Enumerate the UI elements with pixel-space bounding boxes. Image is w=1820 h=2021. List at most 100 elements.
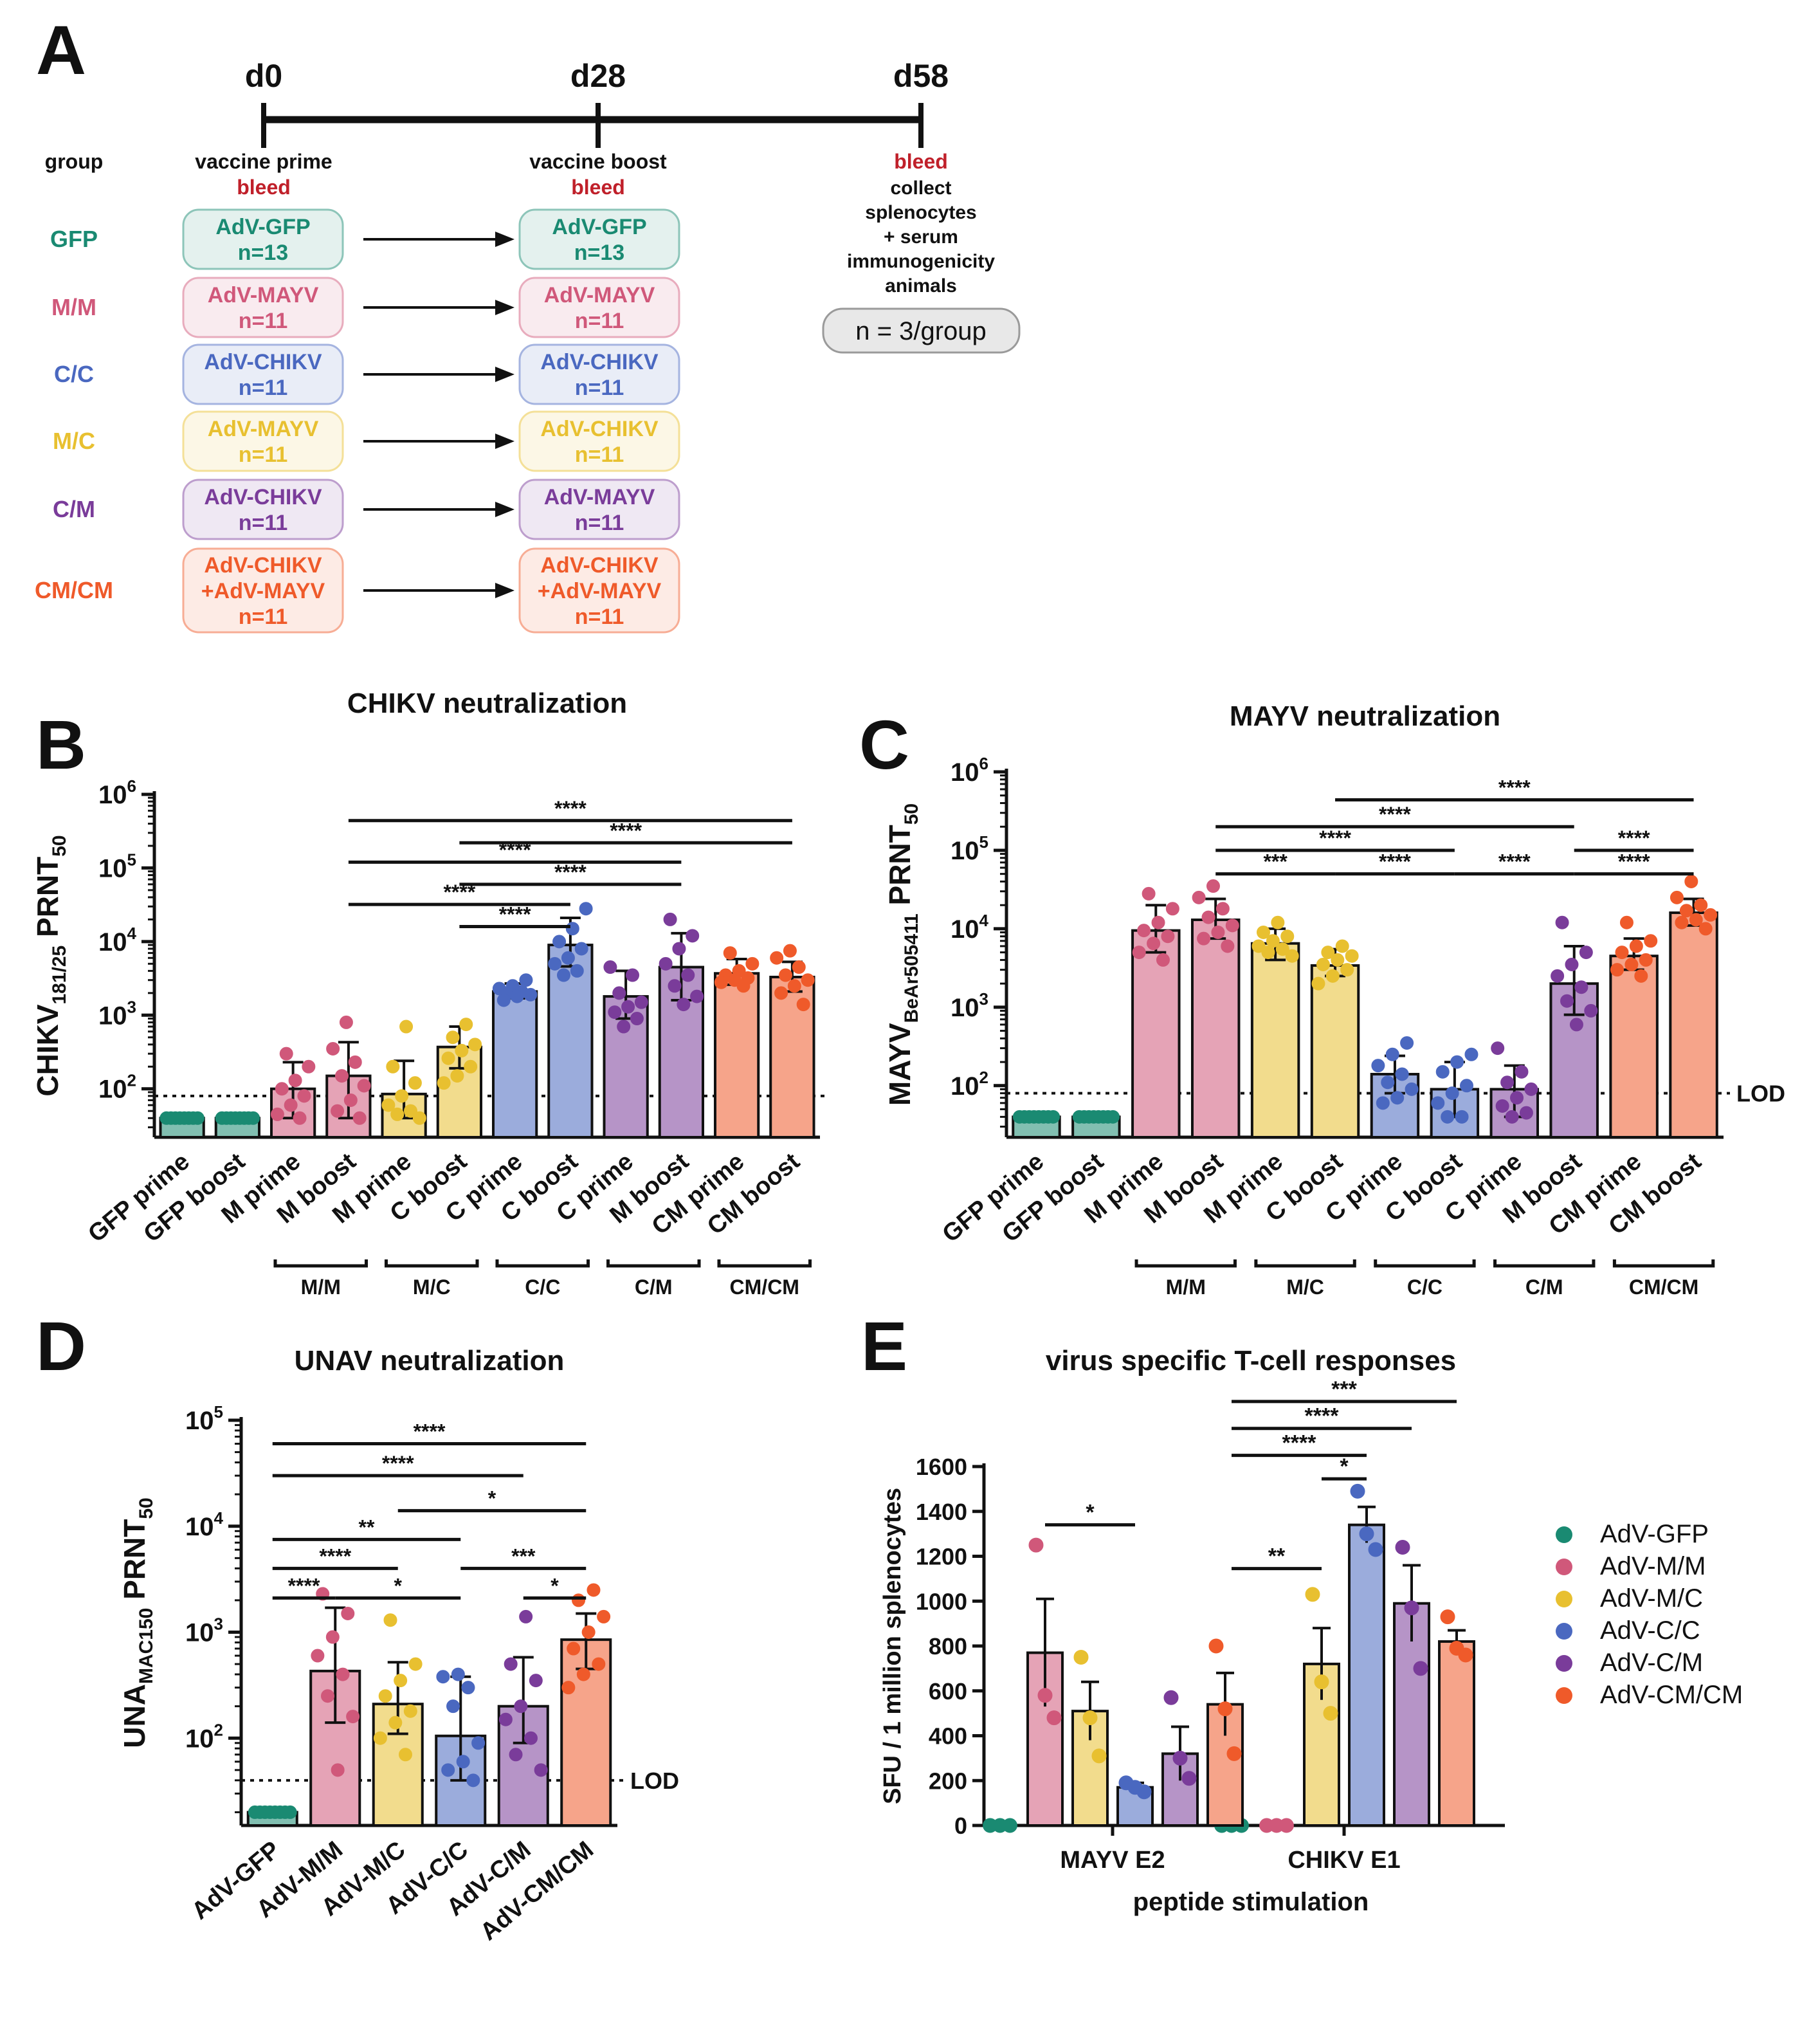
data-point — [1615, 946, 1629, 960]
group-bracket-label: CM/CM — [1629, 1276, 1698, 1299]
data-point — [1698, 922, 1713, 936]
data-point — [1574, 980, 1588, 994]
data-point — [1376, 1096, 1390, 1110]
data-point — [552, 935, 567, 949]
vaccine-box — [518, 479, 680, 540]
group-bracket-label: CM/CM — [730, 1276, 799, 1299]
data-point — [1569, 1018, 1583, 1032]
data-point — [1275, 942, 1289, 956]
y-tick-label: 106 — [951, 754, 988, 787]
group-bracket — [1254, 1259, 1356, 1268]
y-axis-label-tail-sub: 50 — [901, 803, 922, 825]
data-point — [352, 1111, 367, 1125]
y-tick-exponent: 3 — [979, 989, 988, 1009]
data-point — [437, 1076, 451, 1090]
significance-label: **** — [499, 903, 531, 926]
data-point — [1132, 946, 1146, 960]
significance-label: *** — [1331, 1377, 1357, 1402]
significance-label: **** — [1319, 827, 1351, 850]
y-tick-exponent: 4 — [214, 1508, 224, 1528]
legend-label: AdV-M/C — [1600, 1584, 1703, 1613]
data-point — [783, 944, 797, 958]
vaccine-box-text: AdV-MAYV — [544, 283, 655, 307]
data-point — [1524, 1082, 1538, 1096]
vaccine-box-text: AdV-CHIKV — [540, 350, 659, 374]
data-point — [514, 1699, 528, 1714]
data-point — [451, 1667, 465, 1681]
boost-label: vaccine boost — [529, 150, 667, 173]
bar — [1669, 911, 1718, 1139]
bar — [547, 944, 594, 1139]
data-point — [587, 1583, 601, 1597]
significance-label: **** — [414, 1420, 446, 1443]
y-tick-exponent: 2 — [127, 1071, 136, 1090]
data-point — [464, 1059, 478, 1074]
timepoint-label: d0 — [245, 58, 282, 94]
data-point — [459, 1018, 473, 1032]
data-point — [1280, 929, 1295, 944]
group-name: M/C — [53, 428, 95, 454]
significance-label: *** — [511, 1544, 536, 1568]
data-point — [1584, 1003, 1598, 1018]
data-point — [1675, 915, 1689, 929]
significance-label: **** — [319, 1544, 351, 1568]
data-point — [1073, 1649, 1089, 1665]
y-tick-label: 104 — [951, 911, 989, 944]
data-point — [1197, 931, 1211, 946]
vaccine-box-text: n=11 — [575, 443, 624, 467]
vaccine-box-text: n=11 — [239, 605, 288, 629]
vaccine-box-text: n=11 — [239, 443, 288, 467]
legend-marker — [1556, 1687, 1572, 1704]
y-tick-exponent: 6 — [979, 754, 988, 773]
data-point — [173, 1111, 187, 1125]
final-step-text: immunogenicity — [847, 251, 995, 272]
data-point — [774, 986, 788, 1000]
chart-title: MAYV neutralization — [1230, 700, 1500, 732]
y-tick-label: 1200 — [916, 1544, 967, 1570]
data-point — [1261, 946, 1275, 960]
legend-marker — [1556, 1526, 1572, 1543]
data-point — [1325, 969, 1340, 983]
data-point — [343, 1093, 358, 1107]
data-point — [523, 1731, 538, 1745]
group-bracket-label: M/M — [1166, 1276, 1206, 1299]
data-point — [1037, 1688, 1053, 1703]
data-point — [686, 929, 700, 943]
group-header: group — [45, 150, 104, 173]
data-point — [1519, 1106, 1533, 1120]
data-point — [1413, 1661, 1428, 1676]
data-point — [404, 1104, 418, 1118]
y-tick-label: 106 — [98, 776, 136, 809]
data-point — [186, 1111, 200, 1125]
data-point — [565, 922, 579, 936]
data-point — [1371, 1059, 1385, 1073]
data-point — [373, 1731, 387, 1745]
panel-letter: D — [36, 1307, 86, 1385]
vaccine-box — [182, 277, 344, 338]
data-point — [570, 964, 584, 978]
data-point — [455, 1043, 469, 1057]
data-point — [1251, 939, 1266, 953]
data-point — [270, 1107, 284, 1121]
data-point — [395, 1089, 409, 1103]
data-point — [311, 1649, 325, 1663]
bar — [1131, 929, 1181, 1139]
data-point — [1091, 1748, 1107, 1764]
x-axis-label: peptide stimulation — [1133, 1888, 1369, 1916]
data-point — [1340, 963, 1354, 977]
legend-marker — [1556, 1559, 1572, 1575]
data-point — [398, 1748, 412, 1762]
group-name: M/M — [51, 294, 96, 320]
y-axis-label: SFU / 1 million splenocytes — [879, 1488, 906, 1804]
y-tick-label: 1600 — [916, 1454, 967, 1480]
x-category-label: MAYV E2 — [1060, 1847, 1165, 1874]
data-point — [334, 1069, 349, 1083]
data-point — [1106, 1110, 1120, 1124]
data-point — [1440, 1609, 1455, 1625]
data-point — [509, 1748, 523, 1762]
arrow-head — [495, 367, 514, 382]
y-tick-label: 102 — [185, 1720, 223, 1753]
data-point — [1136, 1784, 1152, 1800]
significance-label: **** — [1498, 850, 1531, 873]
